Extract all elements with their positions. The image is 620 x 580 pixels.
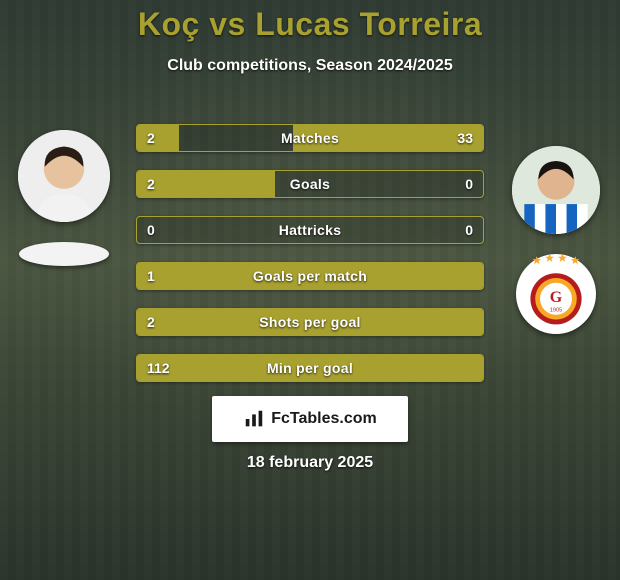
club-year: 1905 xyxy=(550,308,562,314)
stat-row: 2Goals0 xyxy=(136,170,484,198)
branding-badge: FcTables.com xyxy=(212,396,408,442)
date-label: 18 february 2025 xyxy=(0,454,620,472)
person-icon xyxy=(18,130,110,222)
player-right-avatar xyxy=(512,146,600,234)
left-column xyxy=(14,130,114,266)
svg-text:G: G xyxy=(550,289,563,306)
player-left-club-badge xyxy=(19,242,109,266)
stat-value-right: 33 xyxy=(457,125,473,151)
subtitle: Club competitions, Season 2024/2025 xyxy=(0,57,620,75)
stat-row: 112Min per goal xyxy=(136,354,484,382)
comparison-card: Koç vs Lucas Torreira Club competitions,… xyxy=(0,0,620,580)
stat-label: Hattricks xyxy=(137,217,483,243)
page-title: Koç vs Lucas Torreira xyxy=(0,0,620,43)
player-left-avatar xyxy=(18,130,110,222)
club-crest-icon: G 1905 xyxy=(516,254,596,334)
stat-label: Shots per goal xyxy=(137,309,483,335)
stat-value-right: 0 xyxy=(465,217,473,243)
stat-label: Min per goal xyxy=(137,355,483,381)
stat-row: 2Shots per goal xyxy=(136,308,484,336)
person-icon xyxy=(512,146,600,234)
stat-label: Goals xyxy=(137,171,483,197)
stat-row: 2Matches33 xyxy=(136,124,484,152)
stats-table: 2Matches332Goals00Hattricks01Goals per m… xyxy=(136,124,484,382)
stat-value-right: 0 xyxy=(465,171,473,197)
chart-icon xyxy=(243,408,265,430)
stat-label: Matches xyxy=(137,125,483,151)
stat-label: Goals per match xyxy=(137,263,483,289)
branding-text: FcTables.com xyxy=(271,410,377,428)
stat-row: 0Hattricks0 xyxy=(136,216,484,244)
right-column: G 1905 xyxy=(506,146,606,334)
player-right-club-badge: G 1905 xyxy=(516,254,596,334)
stat-row: 1Goals per match xyxy=(136,262,484,290)
